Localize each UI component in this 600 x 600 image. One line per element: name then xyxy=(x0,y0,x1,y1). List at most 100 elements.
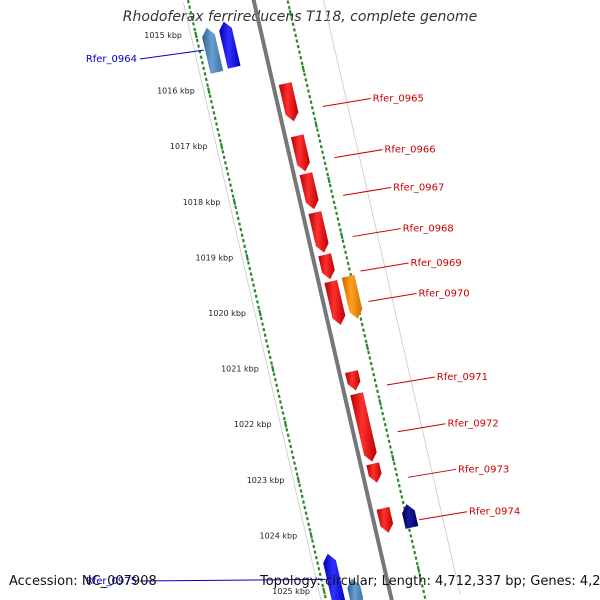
gene-Rfer_0975b[interactable] xyxy=(347,578,364,600)
gene-label-Rfer_0968[interactable]: Rfer_0968 xyxy=(403,224,454,235)
scale-tick xyxy=(207,87,211,94)
gene-Rfer_0973[interactable] xyxy=(366,462,382,483)
scale-tick xyxy=(408,528,411,533)
scale-tick xyxy=(232,198,237,206)
scale-tick xyxy=(367,350,371,355)
scale-tick xyxy=(382,417,386,421)
gene-label-Rfer_0972[interactable]: Rfer_0972 xyxy=(448,419,499,430)
scale-tick xyxy=(299,489,303,493)
scale-tick xyxy=(299,55,303,60)
scale-tick xyxy=(368,356,372,360)
gene-Rfer_0965[interactable] xyxy=(278,82,299,122)
scale-tick xyxy=(371,367,374,371)
gene-Rfer_0970b[interactable] xyxy=(324,280,346,325)
scale-tick xyxy=(291,455,295,460)
scale-tick xyxy=(321,150,324,155)
scale-tick xyxy=(316,561,320,566)
scale-tick xyxy=(261,322,264,326)
gene-Rfer_0964[interactable] xyxy=(202,27,224,74)
scale-tick xyxy=(215,122,218,126)
scale-tick xyxy=(309,100,313,105)
scale-tick xyxy=(414,556,418,560)
gene-label-Rfer_0969[interactable]: Rfer_0969 xyxy=(411,258,462,269)
scale-tick xyxy=(287,5,291,10)
scale-tick xyxy=(305,516,309,521)
tick-label: 1016 kbp xyxy=(157,87,195,96)
gene-Rfer_0967[interactable] xyxy=(299,172,319,210)
leader-line xyxy=(418,511,468,521)
gene-Rfer_0971[interactable] xyxy=(345,370,361,391)
scale-tick xyxy=(303,72,307,77)
tick-label: 1025 kbp xyxy=(272,587,310,596)
scale-tick xyxy=(349,272,353,277)
scale-tick xyxy=(300,61,304,66)
gene-Rfer_0972[interactable] xyxy=(350,392,377,462)
accession-text: Accession: NC_007908 xyxy=(9,574,157,589)
scale-tick xyxy=(308,528,312,532)
scale-tick xyxy=(410,539,414,544)
band-edge-right xyxy=(322,0,461,595)
band-edge-left xyxy=(183,2,322,600)
scale-tick xyxy=(390,450,394,455)
gene-label-Rfer_0970[interactable]: Rfer_0970 xyxy=(418,288,469,299)
leader-line xyxy=(334,149,383,159)
scale-tick xyxy=(217,133,221,137)
gene-label-Rfer_0965[interactable]: Rfer_0965 xyxy=(373,93,424,104)
scale-tick xyxy=(290,16,294,21)
gene-Rfer_0970[interactable] xyxy=(341,274,363,319)
scale-tick xyxy=(279,400,282,404)
gene-Rfer_0974b[interactable] xyxy=(376,506,394,533)
leader-line xyxy=(360,262,409,272)
scale-tick xyxy=(267,350,271,354)
scale-tick xyxy=(394,467,397,471)
scale-tick xyxy=(359,317,363,321)
scale-tick xyxy=(395,472,399,477)
gene-Rfer_0969[interactable] xyxy=(318,253,335,280)
tick-label: 1018 kbp xyxy=(183,198,221,207)
scale-tick xyxy=(194,31,198,39)
gene-Rfer_0975[interactable] xyxy=(323,553,346,600)
scale-tick xyxy=(318,139,322,143)
gene-Rfer_0966[interactable] xyxy=(290,134,310,172)
scale-tick xyxy=(240,233,244,237)
gene-label-Rfer_0964[interactable]: Rfer_0964 xyxy=(86,54,137,65)
scale-tick xyxy=(315,128,319,132)
scale-tick xyxy=(374,383,378,388)
scale-tick xyxy=(283,420,288,428)
genome-backbone xyxy=(251,0,394,600)
scale-tick xyxy=(212,111,216,115)
gene-Rfer_0968[interactable] xyxy=(308,211,329,253)
scale-tick xyxy=(330,189,333,193)
scale-tick xyxy=(208,94,212,98)
scale-tick xyxy=(286,0,290,4)
map-title: Rhodoferax ferrireducens T118, complete … xyxy=(122,9,478,25)
gene-Rfer_0974[interactable] xyxy=(402,504,419,529)
gene-label-Rfer_0966[interactable]: Rfer_0966 xyxy=(384,145,435,156)
gene-features xyxy=(202,21,419,600)
scale-tick xyxy=(339,232,344,240)
scale-tick xyxy=(419,578,423,583)
scale-tick xyxy=(219,142,224,150)
scale-tick xyxy=(277,394,281,399)
gene-Rfer_0964b[interactable] xyxy=(219,21,241,69)
gene-label-Rfer_0975[interactable]: Rfer_0975 xyxy=(86,576,137,587)
scale-ticks: 1015 kbp 1016 kbp 1017 kbp 1018 kbp 1019 kbp… xyxy=(144,0,427,599)
scale-tick xyxy=(328,183,332,188)
leader-line xyxy=(352,228,401,238)
scale-tick xyxy=(363,333,367,338)
gene-label-Rfer_0967[interactable]: Rfer_0967 xyxy=(393,182,444,193)
gene-label-Rfer_0974[interactable]: Rfer_0974 xyxy=(469,507,520,518)
scale-tick xyxy=(264,338,268,343)
scale-tick xyxy=(238,222,241,226)
scale-tick xyxy=(241,238,245,243)
scale-tick xyxy=(298,50,301,54)
scale-tick xyxy=(344,250,347,255)
scale-tick xyxy=(416,565,421,573)
scale-tick xyxy=(204,77,208,82)
scale-tick xyxy=(392,461,396,466)
scale-tick xyxy=(336,217,340,221)
scale-tick xyxy=(307,89,310,93)
gene-label-Rfer_0971[interactable]: Rfer_0971 xyxy=(437,372,488,383)
scale-tick xyxy=(259,316,263,321)
gene-label-Rfer_0973[interactable]: Rfer_0973 xyxy=(458,464,509,475)
